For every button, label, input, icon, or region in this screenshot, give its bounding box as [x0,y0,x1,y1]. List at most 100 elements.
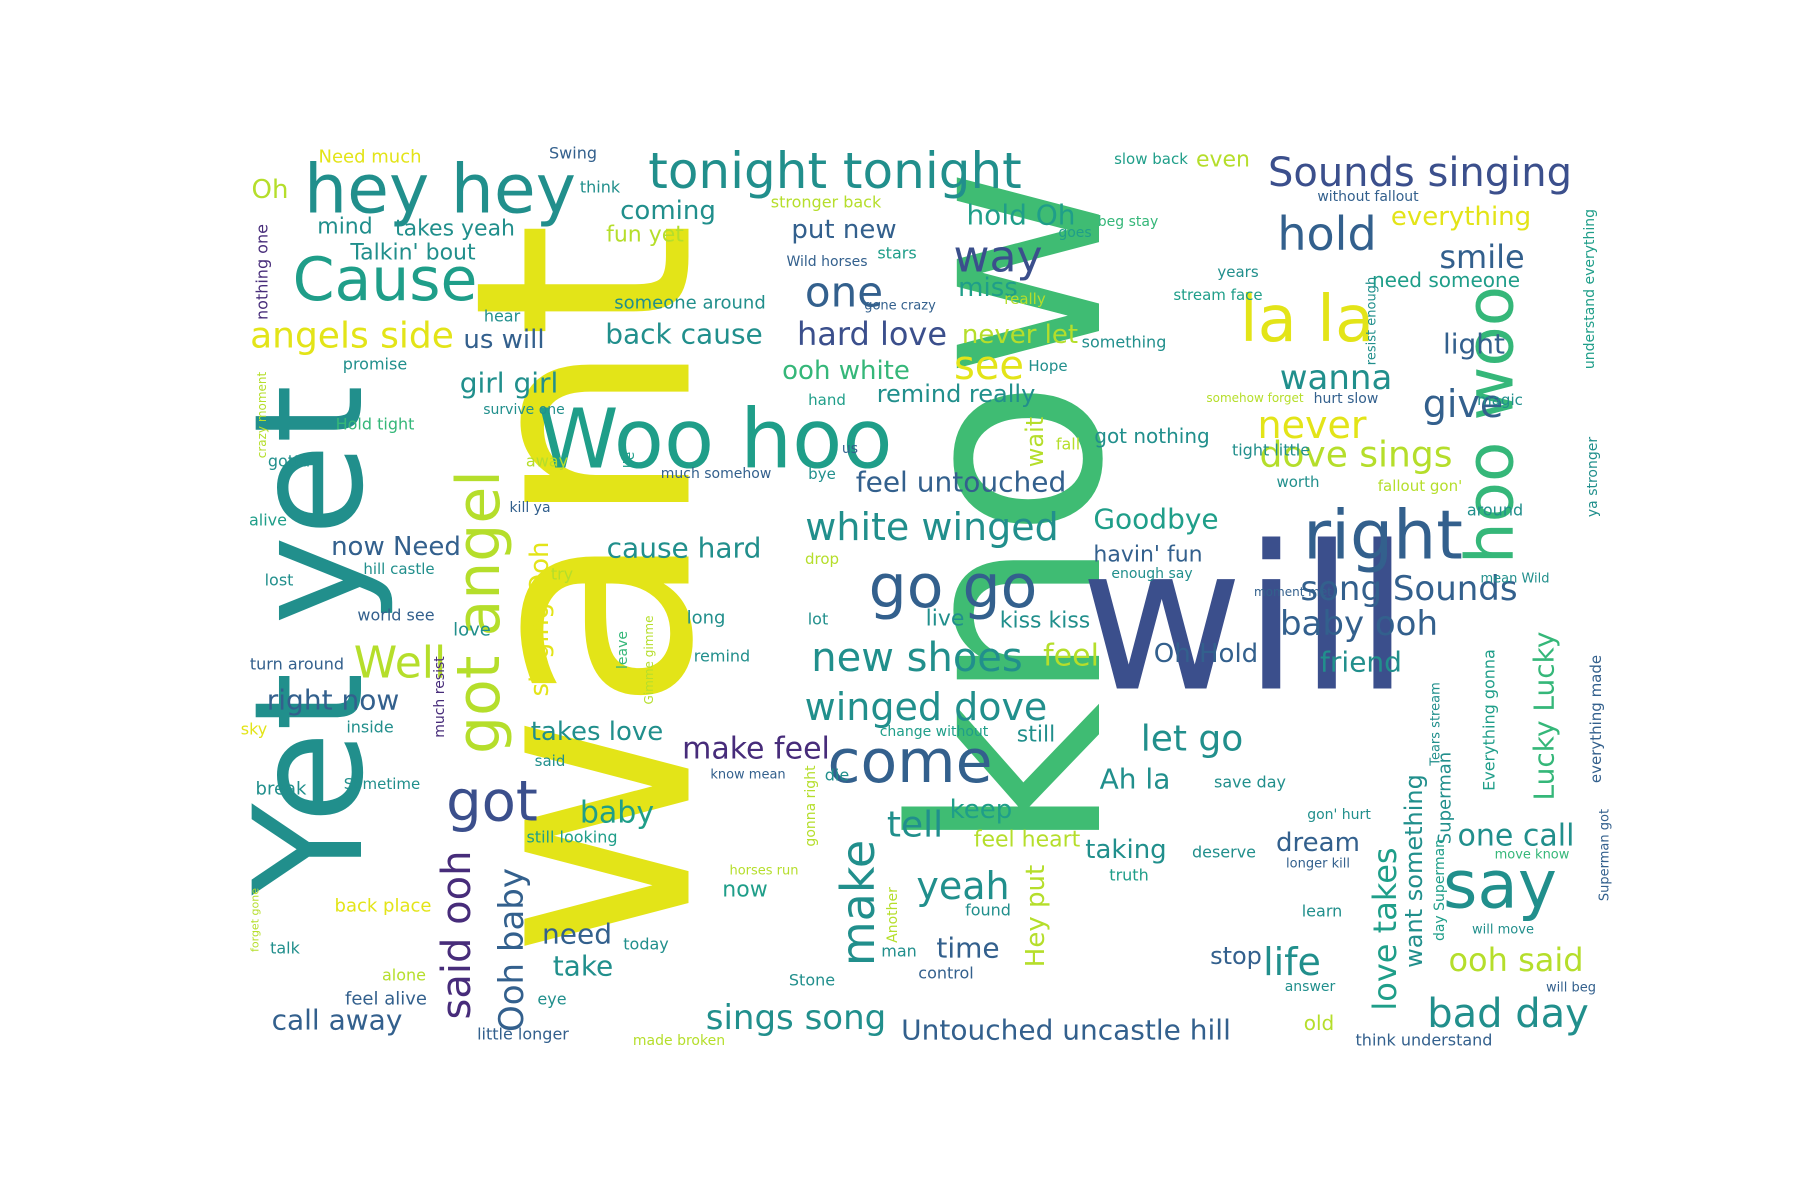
cloud-word: yeah [916,864,1009,908]
cloud-word: Sounds singing [1268,150,1572,196]
cloud-word: mind [317,215,372,240]
cloud-word: Everything gonna [1480,649,1499,791]
cloud-word: everything [1391,202,1531,232]
cloud-word: love [453,620,491,641]
cloud-word: lost [265,571,294,590]
cloud-word: promise [343,355,407,374]
cloud-word: truth [1109,866,1148,885]
cloud-word: Ah la [1100,763,1171,796]
cloud-word: turn around [250,655,344,674]
cloud-word: want something [1400,774,1428,968]
cloud-word: today [623,935,669,954]
cloud-word: will [1080,504,1410,737]
cloud-word: still [1017,723,1055,748]
cloud-word: feel [1043,639,1099,674]
cloud-word: Sometime [344,775,420,793]
cloud-word: Oh [252,175,289,205]
cloud-word: beg stay [1098,214,1158,230]
cloud-word: think [580,178,621,197]
cloud-word: Ooh baby [492,868,532,1032]
cloud-word: remind really [877,380,1036,408]
cloud-word: feel heart [974,828,1081,853]
cloud-word: answer [1285,979,1336,995]
cloud-word: will move [1472,923,1534,938]
cloud-word: control [918,964,973,983]
cloud-word: much somehow [661,466,772,482]
cloud-word: new shoes [811,635,1023,681]
cloud-word: mean Wild [1480,572,1549,587]
cloud-word: singing Ooh [525,541,555,696]
cloud-word: learn [1302,902,1343,921]
cloud-word: said [535,752,566,770]
cloud-word: see [954,343,1024,389]
cloud-word: sings song [706,998,886,1038]
cloud-word: hill castle [363,560,434,578]
cloud-word: ooh said [1448,941,1583,979]
cloud-word: give [1423,382,1504,426]
cloud-word: back cause [605,318,763,351]
cloud-word: tonight tonight [648,142,1022,200]
cloud-word: cause hard [607,532,762,565]
cloud-word: wanna [1280,358,1393,398]
cloud-word: hey hey [304,151,576,230]
cloud-word: havin' fun [1093,543,1202,568]
cloud-word: ooh white [782,356,910,386]
cloud-word: somehow forget [1206,391,1304,405]
cloud-word: stop [1210,942,1262,970]
cloud-word: think understand [1356,1031,1493,1050]
cloud-word: Lucky Lucky [1528,632,1561,801]
cloud-word: right now [267,684,399,717]
cloud-word: survive one [483,402,565,418]
cloud-word: kill ya [509,500,550,516]
cloud-word: Another [885,887,901,943]
cloud-word: inside [346,718,393,737]
cloud-word: one [805,268,883,317]
cloud-word: need someone [1372,268,1520,292]
cloud-word: feel untouched [856,466,1066,499]
cloud-word: move know [1495,848,1570,863]
cloud-word: die [825,766,849,785]
cloud-word: make [831,840,885,966]
cloud-word: everything made [1587,655,1605,783]
cloud-word: talk [270,939,301,958]
cloud-word: say [1443,847,1557,924]
cloud-word: understand everything [1582,209,1598,369]
cloud-word: really [1004,290,1046,308]
cloud-word: longer kill [1286,857,1350,872]
cloud-word: Superman [1435,752,1456,844]
cloud-word: Stone [789,971,835,990]
cloud-word: something [1082,333,1167,352]
cloud-word: Well [354,638,446,689]
cloud-word: enough say [1111,566,1192,582]
cloud-word: wait [1021,417,1049,467]
cloud-word: coming [620,196,716,226]
cloud-word: light [1443,328,1505,361]
cloud-word: know [859,166,1161,853]
cloud-word: Oh Hold [1154,639,1258,669]
cloud-word: moment met [1254,585,1332,599]
cloud-word: slow back [1114,150,1188,168]
cloud-word: resist enough [1365,277,1380,365]
cloud-word: Woo hoo [538,393,893,488]
cloud-word: takes yeah [395,217,515,242]
cloud-word: lie [622,452,638,468]
cloud-word: Cause [293,245,478,315]
cloud-word: found [965,901,1011,920]
cloud-word: stars [877,244,916,263]
cloud-word: baby ooh [1280,604,1438,644]
cloud-word: tight little [1232,441,1310,460]
cloud-word: away [526,452,568,471]
cloud-word: hold [1277,207,1376,261]
cloud-word: try [551,565,573,584]
cloud-word: Goodbye [1093,503,1218,536]
cloud-word: man [881,942,917,961]
cloud-word: forget gone [249,888,262,952]
cloud-word: got [446,770,538,835]
cloud-word: Hey put [1021,865,1051,967]
cloud-word: angels side [250,316,454,357]
cloud-word: sky [241,720,268,739]
cloud-word: feel alive [345,989,427,1010]
cloud-word: Yet yet [223,385,397,896]
cloud-word: back place [335,896,432,917]
